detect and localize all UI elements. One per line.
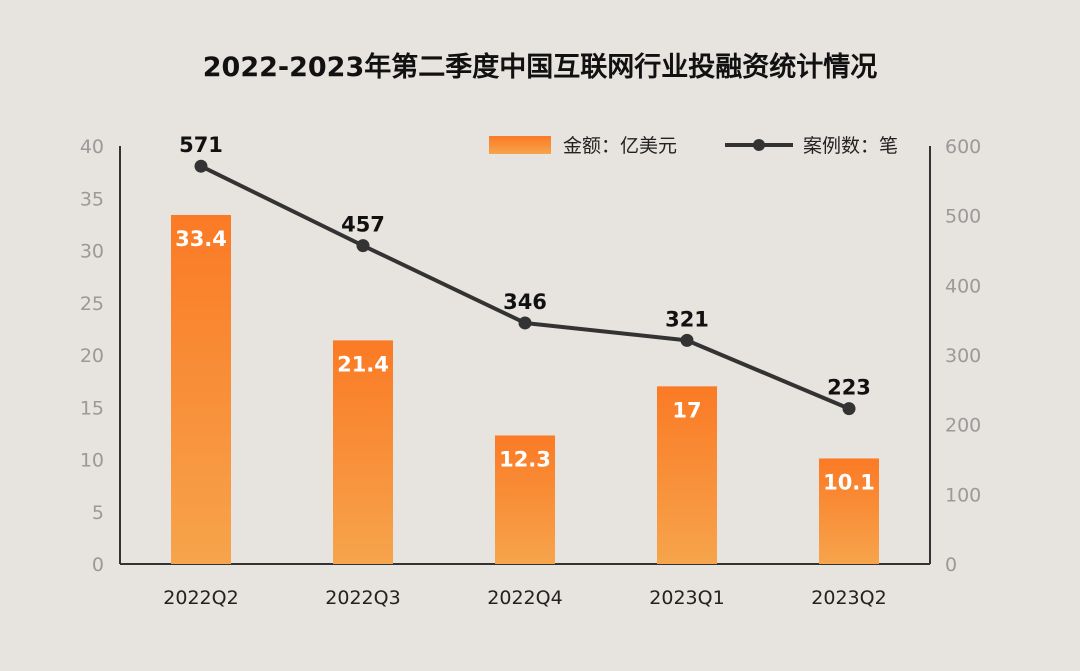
bar-data-label: 12.3 xyxy=(499,447,551,471)
y-right-tick-label: 400 xyxy=(945,275,981,297)
bar-data-label: 17 xyxy=(672,398,701,422)
x-tick-label: 2022Q2 xyxy=(163,587,238,609)
x-tick-label: 2023Q1 xyxy=(649,587,724,609)
y-right-tick-label: 500 xyxy=(945,206,981,228)
legend-bar-swatch xyxy=(489,136,551,154)
line-point xyxy=(194,159,208,173)
line-data-label: 571 xyxy=(179,133,223,157)
y-left-tick-label: 10 xyxy=(80,450,104,472)
bar xyxy=(333,340,393,564)
legend: 金额：亿美元 案例数：笔 xyxy=(489,135,898,157)
line-data-label: 321 xyxy=(665,307,709,331)
legend-line-marker xyxy=(753,139,765,151)
y-left-tick-label: 40 xyxy=(80,136,104,158)
bar xyxy=(495,435,555,564)
line-data-label: 346 xyxy=(503,290,547,314)
y-left-tick-label: 5 xyxy=(92,502,104,524)
line-data-label: 457 xyxy=(341,213,385,237)
bar-data-label: 21.4 xyxy=(337,352,389,376)
line-data-label: 223 xyxy=(827,376,871,400)
y-right-tick-label: 600 xyxy=(945,136,981,158)
line-point xyxy=(356,239,370,253)
legend-bar-label: 金额：亿美元 xyxy=(563,135,677,157)
y-right-tick-label: 0 xyxy=(945,554,957,576)
bar-data-label: 10.1 xyxy=(823,470,875,494)
x-tick-label: 2022Q4 xyxy=(487,587,562,609)
bar xyxy=(657,386,717,564)
line-point xyxy=(680,333,694,347)
bar xyxy=(171,214,231,564)
y-right-tick-label: 300 xyxy=(945,345,981,367)
line-point xyxy=(842,402,856,416)
x-tick-label: 2022Q3 xyxy=(325,587,400,609)
axes: 051015202530354001002003004005006002022Q… xyxy=(80,136,981,609)
chart-title: 2022-2023年第二季度中国互联网行业投融资统计情况 xyxy=(203,51,878,83)
legend-line-label: 案例数：笔 xyxy=(803,135,898,157)
y-left-tick-label: 0 xyxy=(92,554,104,576)
y-right-tick-label: 100 xyxy=(945,484,981,506)
line-point xyxy=(518,316,532,330)
y-left-tick-label: 35 xyxy=(80,188,104,210)
bar-data-label: 33.4 xyxy=(175,227,227,251)
y-left-tick-label: 25 xyxy=(80,293,104,315)
x-tick-label: 2023Q2 xyxy=(811,587,886,609)
y-right-tick-label: 200 xyxy=(945,415,981,437)
series-line xyxy=(200,164,850,411)
y-left-tick-label: 20 xyxy=(80,345,104,367)
y-left-tick-label: 30 xyxy=(80,241,104,263)
line-series: 571 457 346 321 223 xyxy=(179,133,871,416)
bars: 33.4 21.4 12.3 17 10.1 xyxy=(171,214,879,564)
bar xyxy=(819,458,879,564)
y-left-tick-label: 15 xyxy=(80,397,104,419)
